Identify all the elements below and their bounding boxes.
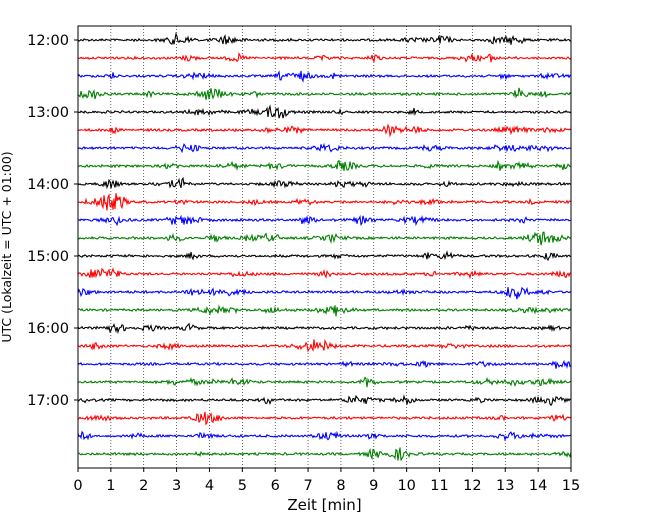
x-tick-label-6: 6 [271,478,280,494]
x-axis-label: Zeit [min] [287,496,361,514]
trace-1400 [77,176,572,190]
x-tick-label-5: 5 [238,478,247,494]
y-axis-label: UTC (Lokalzeit = UTC + 01:00) [0,151,14,342]
x-tick-label-7: 7 [303,478,312,494]
trace-1615 [77,338,572,353]
trace-1630 [77,359,572,369]
x-tick-label-4: 4 [205,478,214,494]
trace-1300 [77,104,572,119]
x-axis-ticks: 0 1 2 3 4 5 6 7 8 9 10 11 12 13 14 15 [73,468,580,494]
trace-1700 [77,394,572,407]
trace-1345 [77,159,572,171]
trace-1230 [77,70,572,83]
x-tick-label-8: 8 [336,478,345,494]
x-tick-label-15: 15 [562,478,580,494]
y-axis-ticks: 12:00 13:00 14:00 15:00 16:00 17:00 [27,33,78,409]
y-tick-label-0: 12:00 [27,33,69,49]
x-tick-label-1: 1 [106,478,115,494]
x-tick-label-10: 10 [397,478,415,494]
trace-1530 [77,286,572,300]
trace-1730 [77,430,572,442]
seismogram-traces [77,31,572,461]
x-tick-label-14: 14 [529,478,547,494]
y-tick-label-1: 13:00 [27,105,69,121]
trace-1430 [77,214,572,227]
y-tick-label-4: 16:00 [27,321,69,337]
y-tick-label-2: 14:00 [27,177,69,193]
x-tick-label-0: 0 [73,478,82,494]
x-tick-label-2: 2 [139,478,148,494]
x-tick-label-13: 13 [496,478,514,494]
x-tick-label-3: 3 [172,478,181,494]
x-tick-label-12: 12 [463,478,481,494]
trace-1600 [77,322,572,335]
trace-1315 [77,123,572,138]
trace-1515 [77,267,572,280]
trace-1215 [77,51,572,64]
trace-1745 [77,447,572,461]
plot-frame [77,25,572,469]
trace-1245 [77,87,572,100]
trace-1500 [77,250,572,262]
trace-1445 [77,231,572,246]
x-tick-label-11: 11 [430,478,448,494]
trace-1715 [77,411,572,426]
trace-1545 [77,304,572,317]
trace-1415 [77,193,572,211]
x-tick-label-9: 9 [369,478,378,494]
trace-1645 [77,376,571,388]
trace-1200 [77,31,572,45]
y-tick-label-3: 15:00 [27,249,69,265]
y-tick-label-5: 17:00 [27,393,69,409]
trace-1330 [77,142,572,154]
